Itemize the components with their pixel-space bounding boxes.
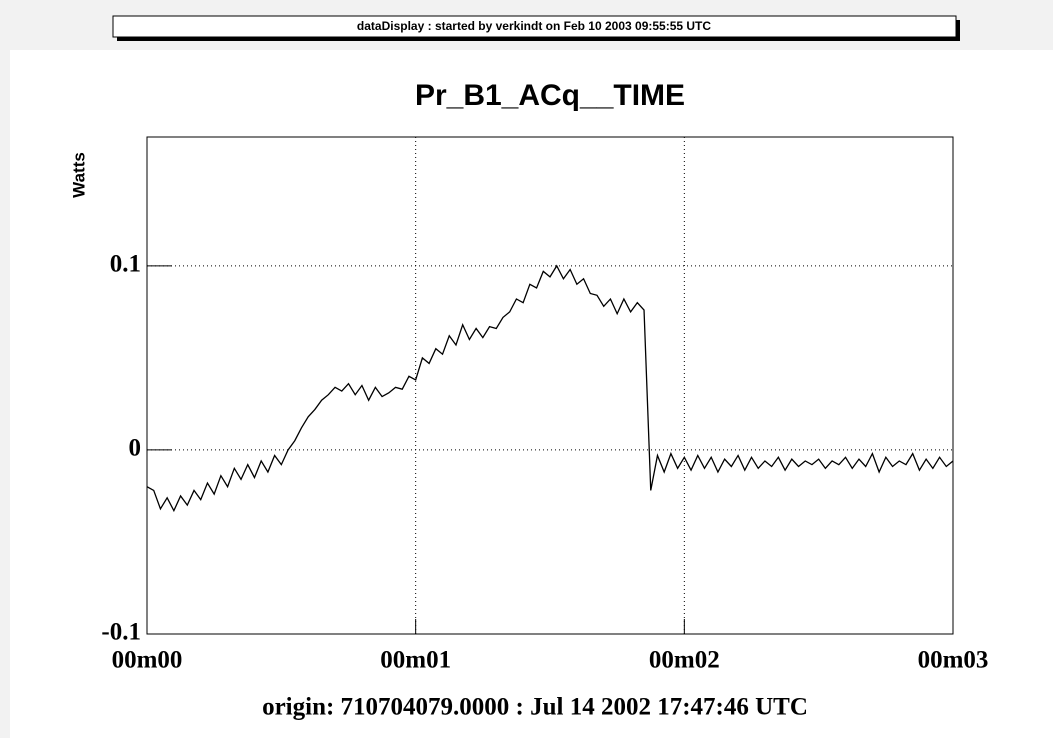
plot-frame bbox=[146, 136, 954, 635]
y-axis-label: Watts bbox=[69, 152, 88, 198]
y-tick-label: 0 bbox=[129, 435, 142, 462]
x-axis-label: origin: 710704079.0000 : Jul 14 2002 17:… bbox=[262, 694, 808, 721]
chart-title: Pr_B1_ACq__TIME bbox=[415, 79, 685, 112]
y-tick-label: 0.1 bbox=[110, 251, 141, 278]
x-tick-label: 00m00 bbox=[112, 647, 183, 674]
header-box bbox=[112, 15, 957, 38]
x-tick-label: 00m03 bbox=[918, 647, 989, 674]
x-tick-label: 00m02 bbox=[649, 647, 720, 674]
pad bbox=[10, 50, 1053, 738]
y-tick-label: -0.1 bbox=[101, 619, 141, 646]
data-line bbox=[146, 264, 954, 513]
x-tick-label: 00m01 bbox=[380, 647, 451, 674]
header: dataDisplay : started by verkindt on Feb… bbox=[357, 19, 711, 33]
